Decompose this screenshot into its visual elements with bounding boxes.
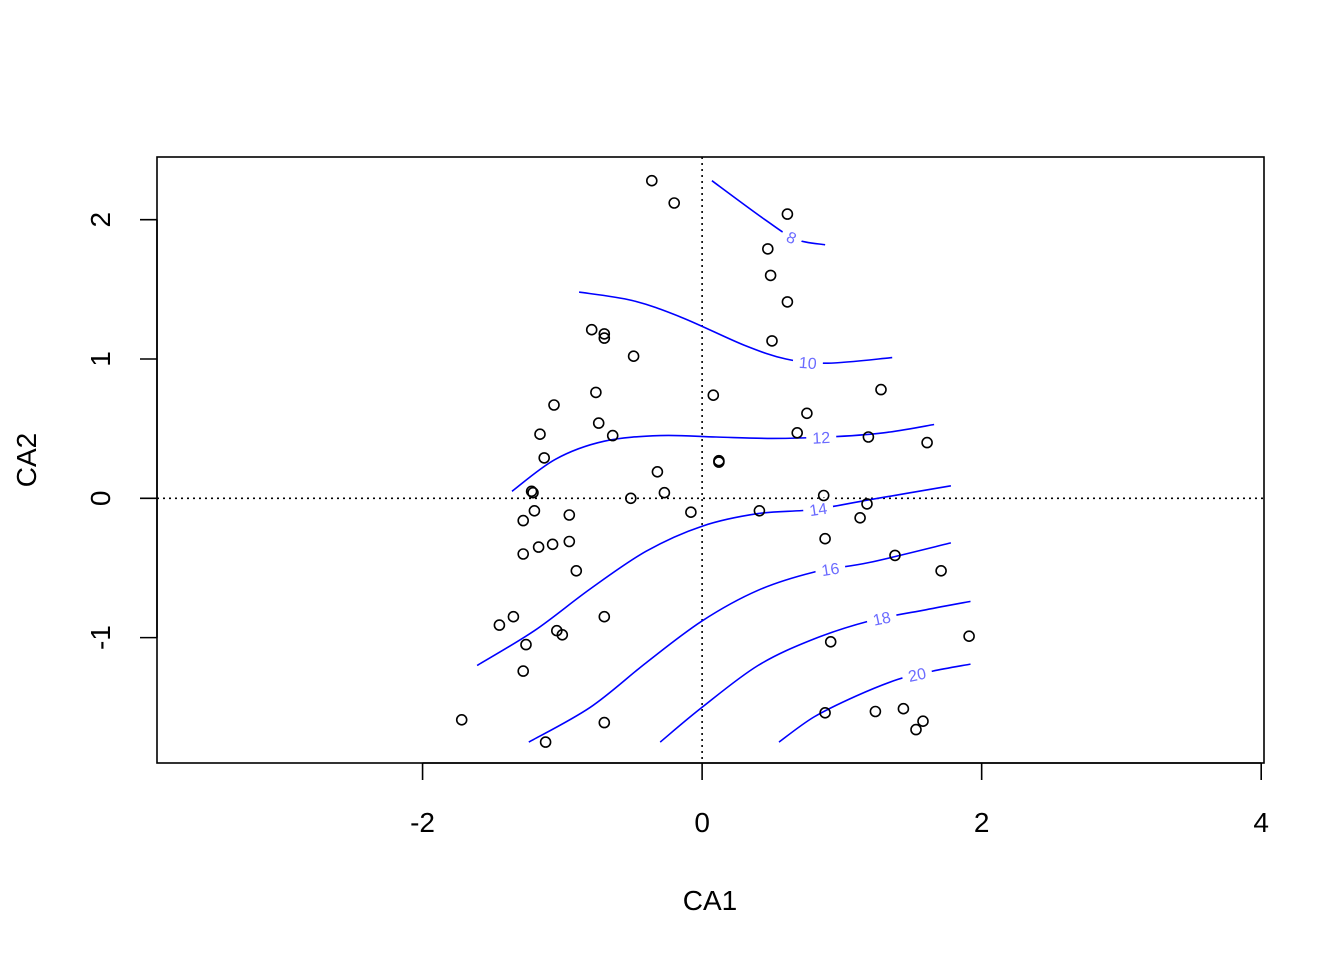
data-point [517, 665, 530, 677]
data-point [493, 619, 506, 631]
data-point [528, 504, 541, 517]
x-tick-label: 2 [974, 807, 990, 838]
data-point [517, 548, 530, 560]
data-point [963, 630, 975, 643]
data-point [527, 486, 539, 499]
contour-label-mask-10 [792, 351, 824, 374]
y-axis: -1 0 1 2 [85, 212, 158, 650]
data-point [606, 429, 619, 442]
contour-label-mask-14 [801, 496, 835, 521]
data-point [897, 702, 910, 715]
data-point [517, 514, 530, 527]
x-axis-title: CA1 [683, 885, 737, 916]
data-point [713, 456, 725, 468]
data-point [889, 549, 901, 562]
contour-line-14 [476, 485, 952, 667]
contour-label-mask-20 [900, 661, 934, 688]
data-point [862, 431, 875, 443]
data-point [651, 465, 664, 478]
y-tick-label: -1 [85, 625, 116, 650]
contour-label-16: 16 [820, 561, 840, 581]
y-tick-label: 0 [85, 491, 116, 507]
data-point [590, 386, 602, 399]
data-point [861, 498, 873, 510]
data-point [539, 736, 552, 748]
data-point [556, 628, 569, 641]
data-point [764, 269, 777, 282]
data-point [507, 610, 520, 623]
data-point [658, 486, 671, 499]
data-point [627, 350, 640, 363]
data-points [455, 174, 975, 748]
data-point [563, 509, 576, 521]
data-point [781, 296, 794, 308]
contour-line-8 [711, 180, 826, 246]
data-point [598, 716, 611, 729]
data-point [538, 452, 551, 464]
data-point [910, 723, 922, 736]
data-point [532, 541, 545, 553]
data-point [598, 610, 611, 623]
y-axis-title: CA2 [11, 433, 42, 487]
reference-lines [157, 157, 1264, 763]
data-point [791, 426, 804, 439]
contour-label-12: 12 [812, 430, 831, 448]
data-point [935, 564, 947, 577]
x-tick-label: -2 [410, 807, 435, 838]
data-point [534, 428, 546, 441]
contour-label-mask-16 [813, 556, 847, 582]
contour-label-mask-18 [864, 605, 899, 631]
contour-line-18 [659, 600, 971, 743]
data-point [685, 506, 697, 519]
contour-line-12 [511, 423, 935, 492]
y-tick-label: 1 [85, 351, 116, 367]
data-point [781, 208, 794, 220]
data-point [801, 407, 813, 420]
data-point [854, 511, 866, 524]
contour-label-10: 10 [798, 355, 817, 373]
data-point [645, 174, 658, 187]
x-axis: -2 0 2 4 [410, 762, 1269, 838]
data-point [707, 389, 720, 402]
data-point [869, 705, 882, 718]
data-point [761, 243, 774, 255]
data-point [585, 323, 598, 336]
data-point [766, 335, 778, 347]
data-point [546, 538, 559, 551]
data-point [598, 332, 611, 344]
y-tick-label: 2 [85, 212, 116, 228]
x-tick-label: 4 [1253, 807, 1269, 838]
contour-label-18: 18 [872, 609, 893, 629]
data-point [598, 328, 611, 340]
contour-line-20 [778, 663, 971, 743]
contour-label-mask-12 [805, 426, 837, 448]
data-point [753, 504, 766, 517]
data-point [570, 564, 583, 577]
data-point [819, 532, 831, 545]
data-point [921, 436, 933, 449]
contour-label-mask-8 [777, 223, 806, 251]
contour-label-20: 20 [907, 666, 928, 686]
data-point [624, 492, 637, 505]
data-point [917, 715, 929, 728]
data-point [875, 383, 887, 396]
data-point [525, 485, 538, 498]
data-point [455, 713, 468, 726]
contour-line-16 [528, 542, 952, 743]
data-point [563, 535, 576, 548]
contour-line-10 [578, 291, 893, 365]
data-point [668, 197, 681, 209]
data-point [520, 638, 532, 651]
data-point [592, 417, 605, 429]
x-tick-label: 0 [694, 807, 710, 838]
data-point [817, 489, 830, 502]
data-point [819, 706, 831, 719]
data-point [548, 399, 560, 411]
contour-lines [476, 180, 971, 743]
data-point [824, 635, 837, 648]
contour-label-14: 14 [808, 501, 828, 520]
